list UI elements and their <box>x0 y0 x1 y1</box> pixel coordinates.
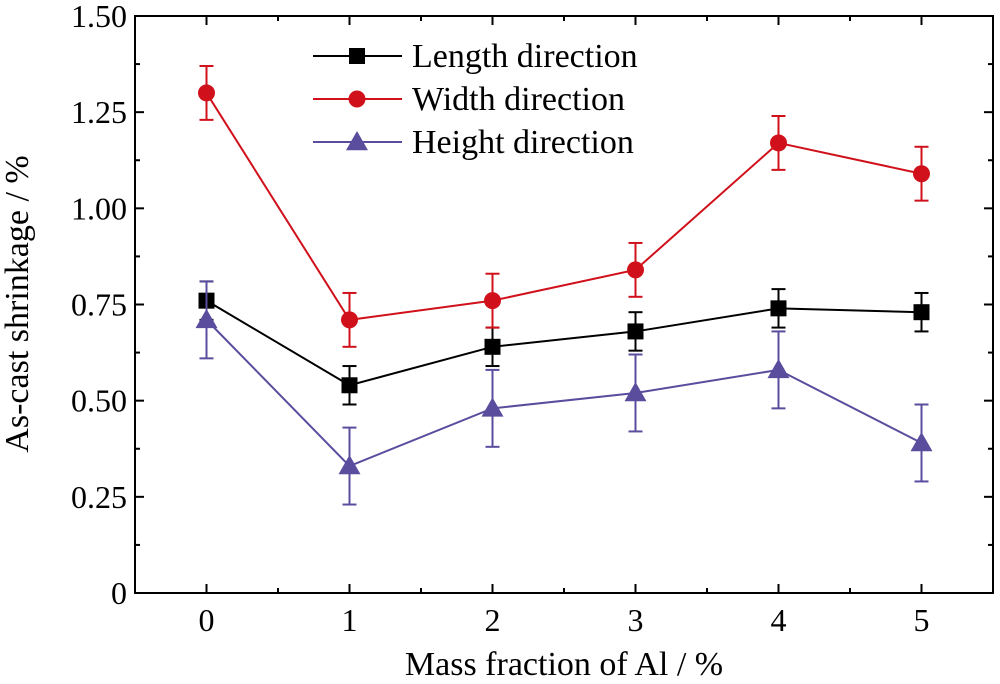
series-length <box>198 280 930 406</box>
data-point <box>913 165 930 183</box>
y-tick-label: 0.75 <box>71 287 127 323</box>
series-height <box>195 280 933 506</box>
data-point <box>195 308 218 329</box>
data-point <box>481 397 504 417</box>
y-tick-label: 0 <box>111 575 127 611</box>
legend: Length direction Width direction Height di… <box>313 38 638 161</box>
x-tick-label: 4 <box>771 602 787 638</box>
data-point <box>910 431 933 452</box>
data-point <box>484 338 501 355</box>
y-tick-label: 0.50 <box>71 383 127 419</box>
series-line <box>205 319 922 468</box>
x-axis-title: Mass fraction of Al / % <box>405 646 723 683</box>
legend-marker <box>346 131 368 151</box>
data-point <box>767 358 790 379</box>
data-point <box>627 323 644 340</box>
y-tick-label: 1.50 <box>71 0 127 34</box>
x-tick-label: 3 <box>628 602 644 638</box>
x-tick-label: 0 <box>199 602 215 638</box>
data-point <box>627 261 644 279</box>
ticks-layer: 0 0.25 0.50 0.75 1.00 1.25 1.50 0 1 2 3 4 5 <box>71 0 993 638</box>
data-point <box>624 381 647 402</box>
y-tick-label: 1.25 <box>71 94 127 130</box>
data-point <box>198 84 215 102</box>
legend-marker <box>349 48 365 64</box>
data-point <box>913 304 930 321</box>
legend-label: Width direction <box>412 81 625 118</box>
legend-label: Length direction <box>412 38 638 75</box>
legend-item-width: Width direction <box>313 81 625 118</box>
y-axis-title: As-cast shrinkage / % <box>0 155 36 452</box>
legend-item-length: Length direction <box>313 38 638 75</box>
y-tick-label: 1.00 <box>71 190 127 226</box>
x-tick-label: 1 <box>342 602 358 638</box>
data-point <box>484 292 501 310</box>
data-point <box>770 300 787 317</box>
data-point <box>770 134 787 152</box>
y-tick-label: 0.25 <box>71 479 127 515</box>
x-tick-label: 2 <box>485 602 501 638</box>
series-layer <box>195 65 933 506</box>
x-tick-label: 5 <box>914 602 930 638</box>
legend-item-height: Height direction <box>313 124 634 161</box>
series-width <box>198 65 930 348</box>
series-line <box>205 92 922 321</box>
data-point <box>338 455 361 475</box>
data-point <box>341 377 358 394</box>
legend-marker <box>348 90 366 108</box>
data-point <box>341 311 358 329</box>
series-line <box>205 299 922 387</box>
legend-label: Height direction <box>412 124 634 161</box>
